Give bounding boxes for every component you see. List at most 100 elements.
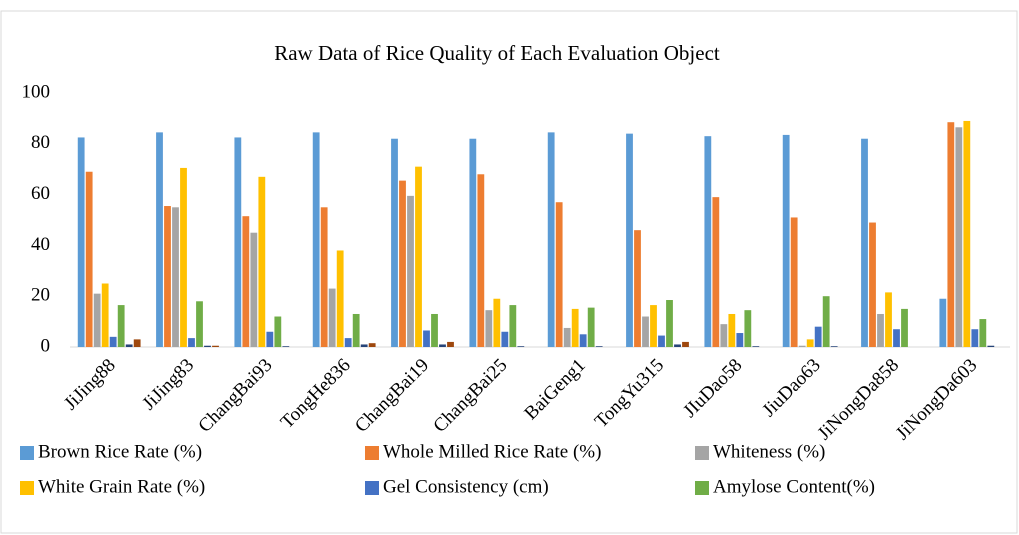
bar [626,133,633,347]
bar [188,338,195,347]
y-tick-label: 60 [31,183,50,204]
bar [547,132,555,347]
y-tick-label: 0 [41,335,51,356]
legend-label: White Grain Rate (%) [38,476,205,497]
bar [555,202,563,347]
bar [125,344,133,347]
bar [439,344,446,347]
bar [650,305,657,347]
bar [431,313,438,347]
legend-swatch [695,481,709,495]
y-tick-label: 20 [31,285,50,306]
bar [212,345,219,347]
bar [117,305,125,347]
bar [822,296,830,347]
bar [77,137,85,347]
bar [407,195,414,347]
bar [93,293,101,347]
bar [312,132,320,347]
bar [634,230,641,347]
bar [704,136,712,347]
bar [85,171,93,347]
bar [258,176,266,347]
legend-swatch [20,446,34,460]
chart-title: Raw Data of Rice Quality of Each Evaluat… [274,41,720,65]
bar [806,339,814,347]
bar [133,339,141,347]
bar [987,345,995,347]
bar [477,174,485,347]
y-tick-label: 80 [31,132,50,153]
bar [282,346,290,347]
bar [814,326,822,347]
bar [736,333,744,347]
bar [939,298,947,347]
bar [320,207,328,347]
bar [391,138,398,347]
bar [642,316,649,347]
bar [782,134,790,347]
bar [352,313,360,347]
bar [101,283,109,347]
bar [509,305,517,347]
bar [563,327,571,347]
bar [579,334,587,347]
bar [156,132,163,347]
bar [234,137,242,347]
bar [861,138,868,347]
bar [947,122,955,348]
bar [501,331,509,347]
bar [666,300,673,347]
bar [712,197,720,347]
bar [587,307,595,347]
bar [274,316,282,347]
legend-label: Gel Consistency (cm) [383,476,549,497]
y-tick-label: 40 [31,234,50,255]
bar [204,345,211,347]
bar [242,216,250,347]
bar [485,310,493,347]
bar [658,335,665,347]
bar [164,206,171,347]
legend-swatch [365,446,379,460]
legend-swatch [365,481,379,495]
bar [979,319,987,347]
legend-swatch [695,446,709,460]
bar [571,308,579,347]
bar [415,166,422,347]
legend-label: Whole Milled Rice Rate (%) [383,441,601,462]
bar [885,292,892,347]
bar [399,180,406,347]
bar [963,120,971,347]
bar [752,346,760,347]
bar [798,345,806,347]
bar [720,324,728,347]
legend-label: Amylose Content(%) [713,476,875,497]
bar [971,329,979,347]
bar [728,313,736,347]
bar [744,310,752,347]
bar [830,346,838,347]
bar [196,301,203,347]
bar [893,329,900,347]
bar [368,343,376,347]
bar [109,336,117,347]
bar [423,330,430,347]
bar [517,346,525,347]
bar [955,127,963,347]
bar [344,338,352,347]
bar [180,167,187,347]
bar [328,288,336,347]
legend-label: Brown Rice Rate (%) [38,441,202,462]
bar [790,217,798,347]
bar [447,341,454,347]
bar [172,207,179,347]
bar [877,313,884,347]
bar [595,346,603,347]
bar [469,138,477,347]
bar [250,232,258,347]
bar [674,344,681,347]
bar [493,298,501,347]
